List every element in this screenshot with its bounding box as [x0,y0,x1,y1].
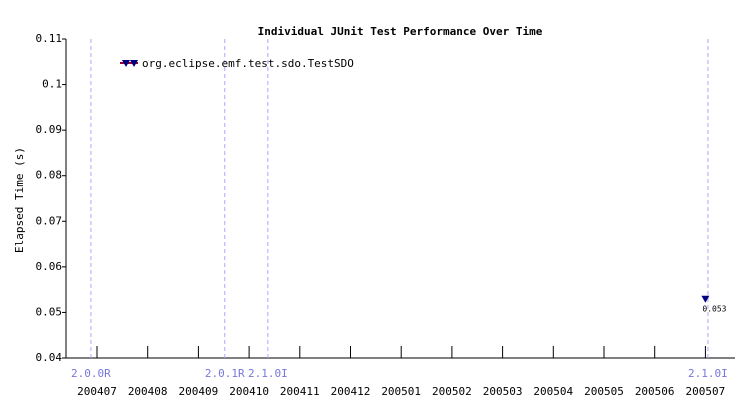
x-tick-label: 200507 [686,385,726,398]
release-label: 2.1.0I [688,367,728,380]
legend-marker [130,60,138,67]
x-tick-label: 200412 [331,385,371,398]
x-tick-label: 200411 [280,385,320,398]
x-tick-label: 200409 [179,385,219,398]
y-tick-label: 0.05 [36,305,63,318]
release-label: 2.0.0R [71,367,111,380]
y-tick-label: 0.11 [36,32,63,45]
x-tick-label: 200505 [584,385,624,398]
x-tick-label: 200501 [381,385,421,398]
y-tick-label: 0.06 [36,260,63,273]
x-tick-label: 200502 [432,385,472,398]
x-tick-label: 200506 [635,385,675,398]
y-tick-label: 0.08 [36,169,63,182]
y-tick-label: 0.1 [42,78,62,91]
y-tick-label: 0.09 [36,123,63,136]
x-tick-label: 200504 [533,385,573,398]
y-axis-label: Elapsed Time (s) [13,147,26,253]
y-tick-label: 0.04 [36,351,63,364]
legend-label: org.eclipse.emf.test.sdo.TestSDO [142,57,354,70]
chart-title: Individual JUnit Test Performance Over T… [258,25,543,38]
y-tick-label: 0.07 [36,214,63,227]
release-label: 2.0.1R [205,367,245,380]
legend-marker [122,60,130,67]
x-tick-label: 200503 [483,385,523,398]
data-label: 0.053 [702,304,726,313]
x-tick-label: 200410 [229,385,269,398]
x-tick-label: 200408 [128,385,168,398]
release-label: 2.1.0I [248,367,288,380]
x-tick-label: 200407 [77,385,117,398]
data-point [701,295,710,303]
